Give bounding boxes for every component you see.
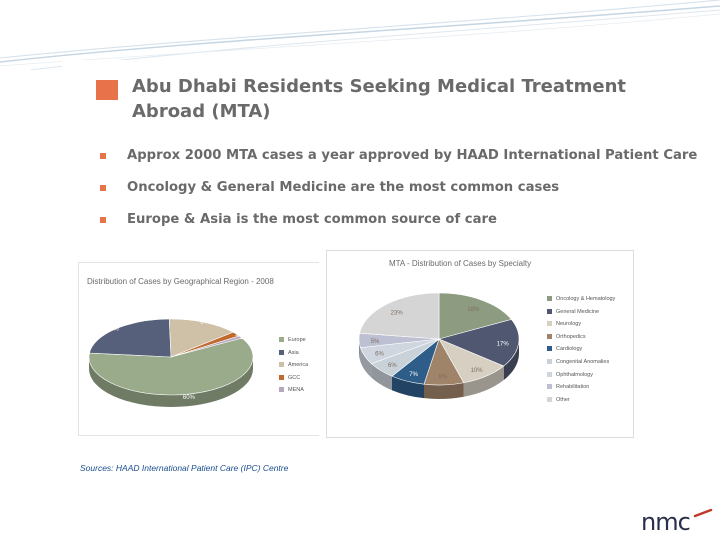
legend-swatch: [279, 337, 284, 343]
legend-swatch: [279, 362, 284, 368]
square-bullet-icon: [100, 153, 106, 159]
region-pie-chart: Distribution of Cases by Geographical Re…: [78, 262, 319, 436]
legend-swatch: [547, 296, 552, 302]
bullet-text: Europe & Asia is the most common source …: [127, 212, 497, 227]
legend-entry: Europe: [279, 337, 308, 350]
pie-slice-side: [360, 347, 372, 378]
square-bullet-icon: [100, 185, 106, 191]
legend-label: Other: [556, 396, 570, 403]
legend-label: Rehabilitation: [556, 384, 590, 391]
specialty-pie-chart: MTA - Distribution of Cases by Specialty…: [326, 250, 634, 438]
data-label: 23%: [107, 327, 120, 333]
legend-label: Orthopedics: [556, 333, 586, 340]
data-label: 17%: [497, 341, 510, 347]
bullet-item: Oncology & General Medicine are the most…: [100, 178, 697, 210]
legend-label: Oncology & Hematology: [556, 296, 616, 302]
data-label: 10%: [471, 368, 484, 374]
legend-swatch: [547, 308, 552, 314]
legend-label: Asia: [288, 349, 299, 356]
legend-label: General Medicine: [556, 308, 600, 315]
data-label: 6%: [388, 363, 397, 369]
pie-slice-side: [503, 339, 519, 381]
legend-label: Congenital Anomalies: [556, 358, 610, 365]
legend-entry: MENA: [279, 387, 308, 400]
data-label: 23%: [391, 310, 404, 316]
legend-entry: Oncology & Hematology: [547, 296, 615, 309]
pie-slice-side: [463, 366, 504, 397]
legend-entry: Neurology: [547, 321, 615, 334]
region-pie-svg: 60% 23% 14% 2%1%: [88, 318, 254, 407]
legend-swatch: [547, 359, 552, 365]
legend-swatch: [279, 387, 284, 393]
pie-slice-general-medicine: [438, 319, 520, 367]
pie-slice-other: [359, 292, 440, 340]
legend-swatch: [547, 396, 552, 402]
data-label: 5%: [371, 339, 380, 345]
legend-swatch: [547, 371, 552, 377]
data-label: 6%: [375, 352, 384, 358]
pie-slice-side: [89, 357, 253, 407]
legend-label: Europe: [288, 337, 306, 343]
header-swoosh-decoration: [0, 0, 720, 70]
legend-entry: GCC: [279, 375, 308, 388]
specialty-legend: Oncology & Hematology General Medicine Neu…: [547, 296, 615, 409]
legend-entry: General Medicine: [547, 309, 615, 322]
legend-entry: Cardiology: [547, 346, 615, 359]
legend-entry: America: [279, 362, 308, 375]
data-label: 18%: [467, 307, 480, 313]
legend-label: Cardiology: [556, 346, 583, 353]
pie-slice-asia: [89, 318, 172, 358]
specialty-chart-title: MTA - Distribution of Cases by Specialty: [388, 259, 532, 268]
specialty-pie-svg: 18% 17% 10% 8% 7% 6% 6% 5% 23%: [358, 292, 520, 399]
nmc-logo: nmc: [641, 508, 713, 536]
region-legend: Europe Asia America GCC MENA: [279, 337, 308, 400]
source-citation: Sources: HAAD International Patient Care…: [80, 463, 289, 473]
pie-slice-side: [371, 363, 392, 391]
legend-entry: Ophthalmology: [547, 372, 615, 385]
square-bullet-icon: [100, 217, 106, 223]
legend-entry: Rehabilitation: [547, 384, 615, 397]
pie-slice-side: [391, 376, 425, 399]
svg-text:nmc: nmc: [641, 508, 690, 536]
legend-swatch: [547, 384, 552, 390]
pie-slice-europe: [88, 337, 254, 396]
bullet-item: Europe & Asia is the most common source …: [100, 210, 697, 242]
legend-swatch: [547, 321, 552, 327]
region-chart-title: Distribution of Cases by Geographical Re…: [87, 277, 274, 286]
pie-slice-america: [168, 318, 234, 358]
legend-swatch: [547, 346, 552, 352]
data-label: 60%: [183, 395, 196, 401]
data-label: 14%: [200, 320, 213, 326]
pie-slice-mena: [170, 335, 243, 358]
bullet-text: Approx 2000 MTA cases a year approved by…: [127, 148, 698, 163]
legend-swatch: [279, 374, 284, 380]
legend-entry: Congenital Anomalies: [547, 359, 615, 372]
bullet-list: Approx 2000 MTA cases a year approved by…: [100, 146, 697, 242]
legend-swatch: [547, 333, 552, 339]
legend-entry: Asia: [279, 350, 308, 363]
data-label: 2%: [235, 332, 244, 338]
legend-entry: Orthopedics: [547, 334, 615, 347]
pie-slice-side: [424, 382, 464, 399]
legend-label: America: [288, 362, 309, 369]
title-bullet-square: [96, 80, 118, 100]
legend-entry: Other: [547, 397, 615, 410]
legend-label: Neurology: [556, 321, 582, 328]
legend-label: Ophthalmology: [556, 371, 593, 378]
bullet-text: Oncology & General Medicine are the most…: [127, 180, 560, 195]
legend-swatch: [279, 349, 284, 355]
legend-label: MENA: [288, 387, 304, 394]
data-label: 8%: [439, 375, 448, 381]
data-label: 7%: [409, 372, 418, 378]
data-label: 1%: [240, 335, 249, 341]
slide-title: Abu Dhabi Residents Seeking Medical Trea…: [132, 76, 626, 122]
bullet-item: Approx 2000 MTA cases a year approved by…: [100, 146, 697, 178]
pie-slice-oncology-hematology: [438, 292, 512, 340]
legend-label: GCC: [288, 374, 301, 381]
